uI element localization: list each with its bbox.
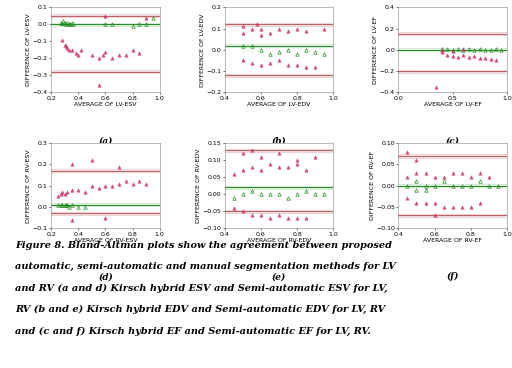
Text: Figure 8. Bland-Altman plots show the agreement between proposed: Figure 8. Bland-Altman plots show the ag…	[15, 241, 392, 250]
Bar	[398, 32, 507, 35]
Bar	[225, 186, 333, 189]
Text: automatic, semi-automatic and manual segmentation methods for LV: automatic, semi-automatic and manual seg…	[15, 262, 396, 271]
X-axis label: AVERAGE OF RV-EF: AVERAGE OF RV-EF	[423, 238, 482, 243]
Bar	[225, 23, 333, 26]
Y-axis label: DIFFERENCE OF LV-EDV: DIFFERENCE OF LV-EDV	[200, 13, 205, 86]
Text: (d): (d)	[98, 272, 113, 281]
Bar	[51, 70, 160, 74]
Bar	[225, 74, 333, 77]
Y-axis label: DIFFERENCE OF RV-EDV: DIFFERENCE OF RV-EDV	[196, 148, 201, 223]
Y-axis label: DIFFERENCE OF LV-ESV: DIFFERENCE OF LV-ESV	[26, 14, 31, 86]
Text: (e): (e)	[272, 272, 286, 281]
Bar	[51, 169, 160, 172]
Text: RV (b and e) Kirsch hybrid EDV and Semi-automatic EDV for LV, RV: RV (b and e) Kirsch hybrid EDV and Semi-…	[15, 305, 386, 314]
Text: (a): (a)	[98, 137, 113, 145]
X-axis label: AVERAGE OF LV-EF: AVERAGE OF LV-EF	[423, 102, 482, 107]
X-axis label: AVERAGE OF LV-EDV: AVERAGE OF LV-EDV	[247, 102, 311, 107]
Text: (c): (c)	[445, 137, 460, 145]
Bar	[225, 44, 333, 47]
Bar	[51, 14, 160, 17]
Bar	[51, 203, 160, 206]
Bar	[398, 48, 507, 52]
Bar	[225, 210, 333, 213]
X-axis label: AVERAGE OF LV-ESV: AVERAGE OF LV-ESV	[74, 102, 137, 107]
Y-axis label: DIFFERENCE OF RV-ESV: DIFFERENCE OF RV-ESV	[26, 149, 31, 223]
Text: and (c and f) Kirsch hybrid EF and Semi-automatic EF for LV, RV.: and (c and f) Kirsch hybrid EF and Semi-…	[15, 326, 371, 336]
Text: and RV (a and d) Kirsch hybrid ESV and Semi-automatic ESV for LV,: and RV (a and d) Kirsch hybrid ESV and S…	[15, 284, 388, 293]
Bar	[398, 184, 507, 187]
Bar	[225, 149, 333, 152]
Bar	[398, 155, 507, 158]
Bar	[51, 23, 160, 26]
X-axis label: AVERAGE OF RV-EDV: AVERAGE OF RV-EDV	[247, 238, 311, 243]
Y-axis label: DIFFERENCE OF LV-EF: DIFFERENCE OF LV-EF	[373, 16, 378, 84]
Text: (f): (f)	[446, 272, 459, 282]
Bar	[51, 212, 160, 215]
Bar	[398, 214, 507, 217]
Bar	[398, 70, 507, 72]
Text: (b): (b)	[272, 137, 286, 145]
X-axis label: AVERAGE OF RV-ESV: AVERAGE OF RV-ESV	[74, 238, 137, 243]
Y-axis label: DIFFERENCE OF RV-EF: DIFFERENCE OF RV-EF	[370, 151, 375, 220]
